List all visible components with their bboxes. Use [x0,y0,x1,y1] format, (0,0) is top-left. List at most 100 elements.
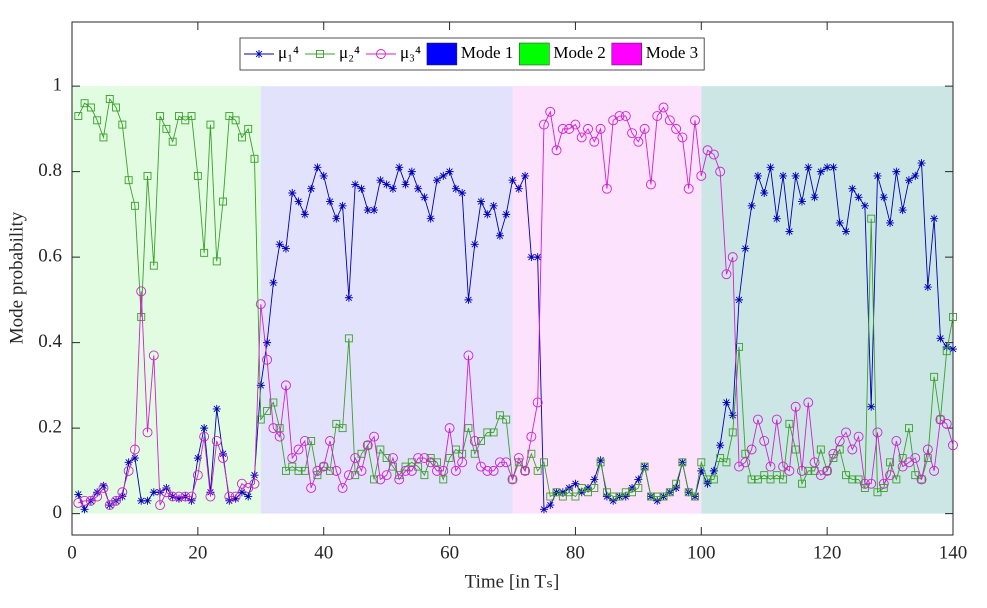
marker [293,444,304,455]
marker [898,454,907,462]
marker [930,214,939,223]
marker [224,491,235,502]
marker [124,458,133,467]
marker [658,102,669,113]
marker [319,171,328,180]
marker [873,171,882,180]
marker [634,484,643,492]
series-line [77,161,954,511]
marker [949,313,957,321]
y-tick-label: 0 [53,502,63,523]
y-tick-label: 1 [53,74,63,95]
marker [112,103,121,112]
marker [584,488,592,497]
marker [609,496,618,505]
marker [721,269,732,280]
marker [866,478,877,489]
marker [551,145,562,156]
marker [923,283,932,292]
marker [526,431,537,442]
marker [495,411,504,420]
marker [892,167,901,176]
marker [859,478,870,489]
marker [942,347,951,356]
marker [885,470,896,481]
marker [716,441,725,450]
y-tick-label: 0.2 [38,416,62,437]
marker [659,492,668,501]
marker [703,479,712,488]
marker [639,123,650,134]
marker [722,458,731,467]
marker [351,180,360,189]
marker [929,465,940,476]
marker [835,218,844,227]
marker [458,189,467,197]
marker [766,475,775,484]
marker [922,444,933,455]
marker [684,488,693,497]
marker [477,437,485,445]
marker [306,483,317,493]
marker [803,397,814,408]
marker [148,350,159,361]
marker [477,197,486,206]
marker [779,475,788,484]
marker [722,398,731,407]
marker [834,436,845,446]
marker [426,214,435,223]
marker [741,449,750,458]
marker [936,334,945,343]
marker [325,436,335,446]
marker [414,462,423,471]
marker [735,295,744,304]
marker [860,484,869,492]
marker [445,454,454,462]
marker [357,449,366,458]
marker [343,470,354,481]
marker [746,444,757,455]
marker [307,184,316,193]
marker [709,475,718,484]
marker [854,193,863,202]
legend-swatch [611,42,642,66]
marker [218,453,228,463]
marker [231,494,240,503]
marker [891,436,902,446]
marker [772,214,781,223]
marker [281,244,290,253]
marker [407,167,416,176]
y-tick-label: 0.6 [38,245,62,266]
marker [848,475,857,484]
marker [627,128,638,139]
marker [886,218,895,227]
marker [401,462,410,471]
marker [886,458,895,467]
marker [464,295,473,304]
marker [326,466,334,475]
marker [540,458,548,467]
x-tick-label: 120 [813,542,842,563]
marker [149,261,158,270]
legend-label: μ₂⁴ [339,43,360,62]
marker [212,257,221,266]
marker [590,475,599,484]
x-tick-label: 100 [687,542,716,563]
marker [691,492,699,501]
marker [917,159,926,168]
marker [949,345,957,354]
x-tick-label: 60 [440,542,459,563]
legend-swatch [519,42,550,66]
marker [835,445,844,454]
marker [457,457,468,468]
marker [816,167,825,176]
marker [690,115,700,126]
mode-region [72,86,261,514]
marker [137,496,146,505]
marker [444,423,455,434]
marker [205,491,216,502]
marker [527,253,536,262]
x-axis-label: Time [in Tₛ] [465,571,560,592]
marker [601,183,612,194]
marker [256,415,265,424]
